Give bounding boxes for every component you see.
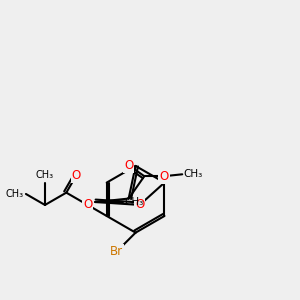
Text: O: O [83, 199, 92, 212]
Text: CH₃: CH₃ [124, 197, 143, 207]
Text: CH₃: CH₃ [184, 169, 203, 179]
Text: O: O [71, 169, 81, 182]
Text: O: O [135, 198, 144, 212]
Text: O: O [124, 159, 134, 172]
Text: CH₃: CH₃ [6, 189, 24, 199]
Text: CH₃: CH₃ [36, 170, 54, 180]
Text: O: O [159, 170, 169, 183]
Text: Br: Br [110, 245, 123, 258]
